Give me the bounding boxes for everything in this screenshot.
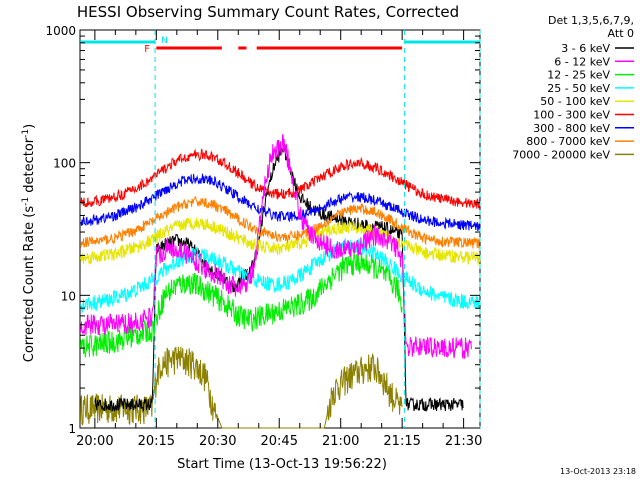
series-line bbox=[80, 133, 472, 359]
x-tick-label: 20:30 bbox=[199, 434, 236, 449]
timestamp-label: 13-Oct-2013 23:18 bbox=[560, 467, 636, 476]
legend-label: 6 - 12 keV bbox=[554, 55, 610, 68]
series-line bbox=[80, 251, 403, 358]
x-tick-label: 20:45 bbox=[261, 434, 298, 449]
x-axis-label: Start Time (13-Oct-13 19:56:22) bbox=[177, 457, 387, 472]
legend-label: 800 - 7000 keV bbox=[526, 135, 610, 148]
series-line bbox=[80, 173, 481, 232]
x-tick-label: 21:15 bbox=[383, 434, 420, 449]
legend-header-line: Det 1,3,5,6,7,9, bbox=[548, 14, 634, 27]
series-layer bbox=[80, 133, 481, 429]
y-tick-label: 1 bbox=[68, 422, 76, 436]
y-axis-label-part: detector bbox=[22, 137, 37, 197]
x-tick-label: 20:15 bbox=[138, 434, 175, 449]
night-flag-label: N bbox=[161, 36, 168, 46]
y-axis-label-part: Corrected Count Rate (s bbox=[22, 206, 37, 363]
x-tick-label: 21:30 bbox=[445, 434, 482, 449]
legend-label: 100 - 300 keV bbox=[533, 109, 610, 122]
y-tick-label: 1000 bbox=[45, 24, 76, 38]
legend-header-line: Att 0 bbox=[608, 27, 634, 40]
flag-layer: FN bbox=[80, 30, 481, 428]
y-axis-label-sup: -1 bbox=[21, 197, 31, 206]
axis-layer: 1 10 100 1000 20:00 20:15 20:30 20:45 21:00 21:15… bbox=[45, 24, 482, 449]
y-tick-label: 10 bbox=[61, 289, 76, 303]
series-line bbox=[80, 217, 481, 266]
legend-label: 12 - 25 keV bbox=[547, 69, 610, 82]
x-tick-label: 21:00 bbox=[322, 434, 359, 449]
legend-label: 7000 - 20000 keV bbox=[512, 148, 610, 161]
chart-title: HESSI Observing Summary Count Rates, Cor… bbox=[77, 3, 459, 21]
legend-label: 25 - 50 keV bbox=[547, 82, 610, 95]
flare-flag-label: F bbox=[144, 44, 150, 55]
x-tick-label: 20:00 bbox=[76, 434, 113, 449]
y-tick-label: 100 bbox=[53, 157, 76, 171]
series-line bbox=[80, 346, 403, 429]
legend-label: 50 - 100 keV bbox=[540, 95, 610, 108]
legend-label: 300 - 800 keV bbox=[533, 122, 610, 135]
y-axis-label-sup: -1 bbox=[21, 129, 31, 138]
legend-label: 3 - 6 keV bbox=[561, 42, 610, 55]
series-line bbox=[80, 196, 481, 249]
y-axis-label-part: ) bbox=[22, 124, 37, 129]
y-axis-label: Corrected Count Rate (s-1 detector-1) bbox=[21, 124, 37, 362]
series-line bbox=[80, 148, 481, 209]
series-line bbox=[80, 237, 480, 315]
